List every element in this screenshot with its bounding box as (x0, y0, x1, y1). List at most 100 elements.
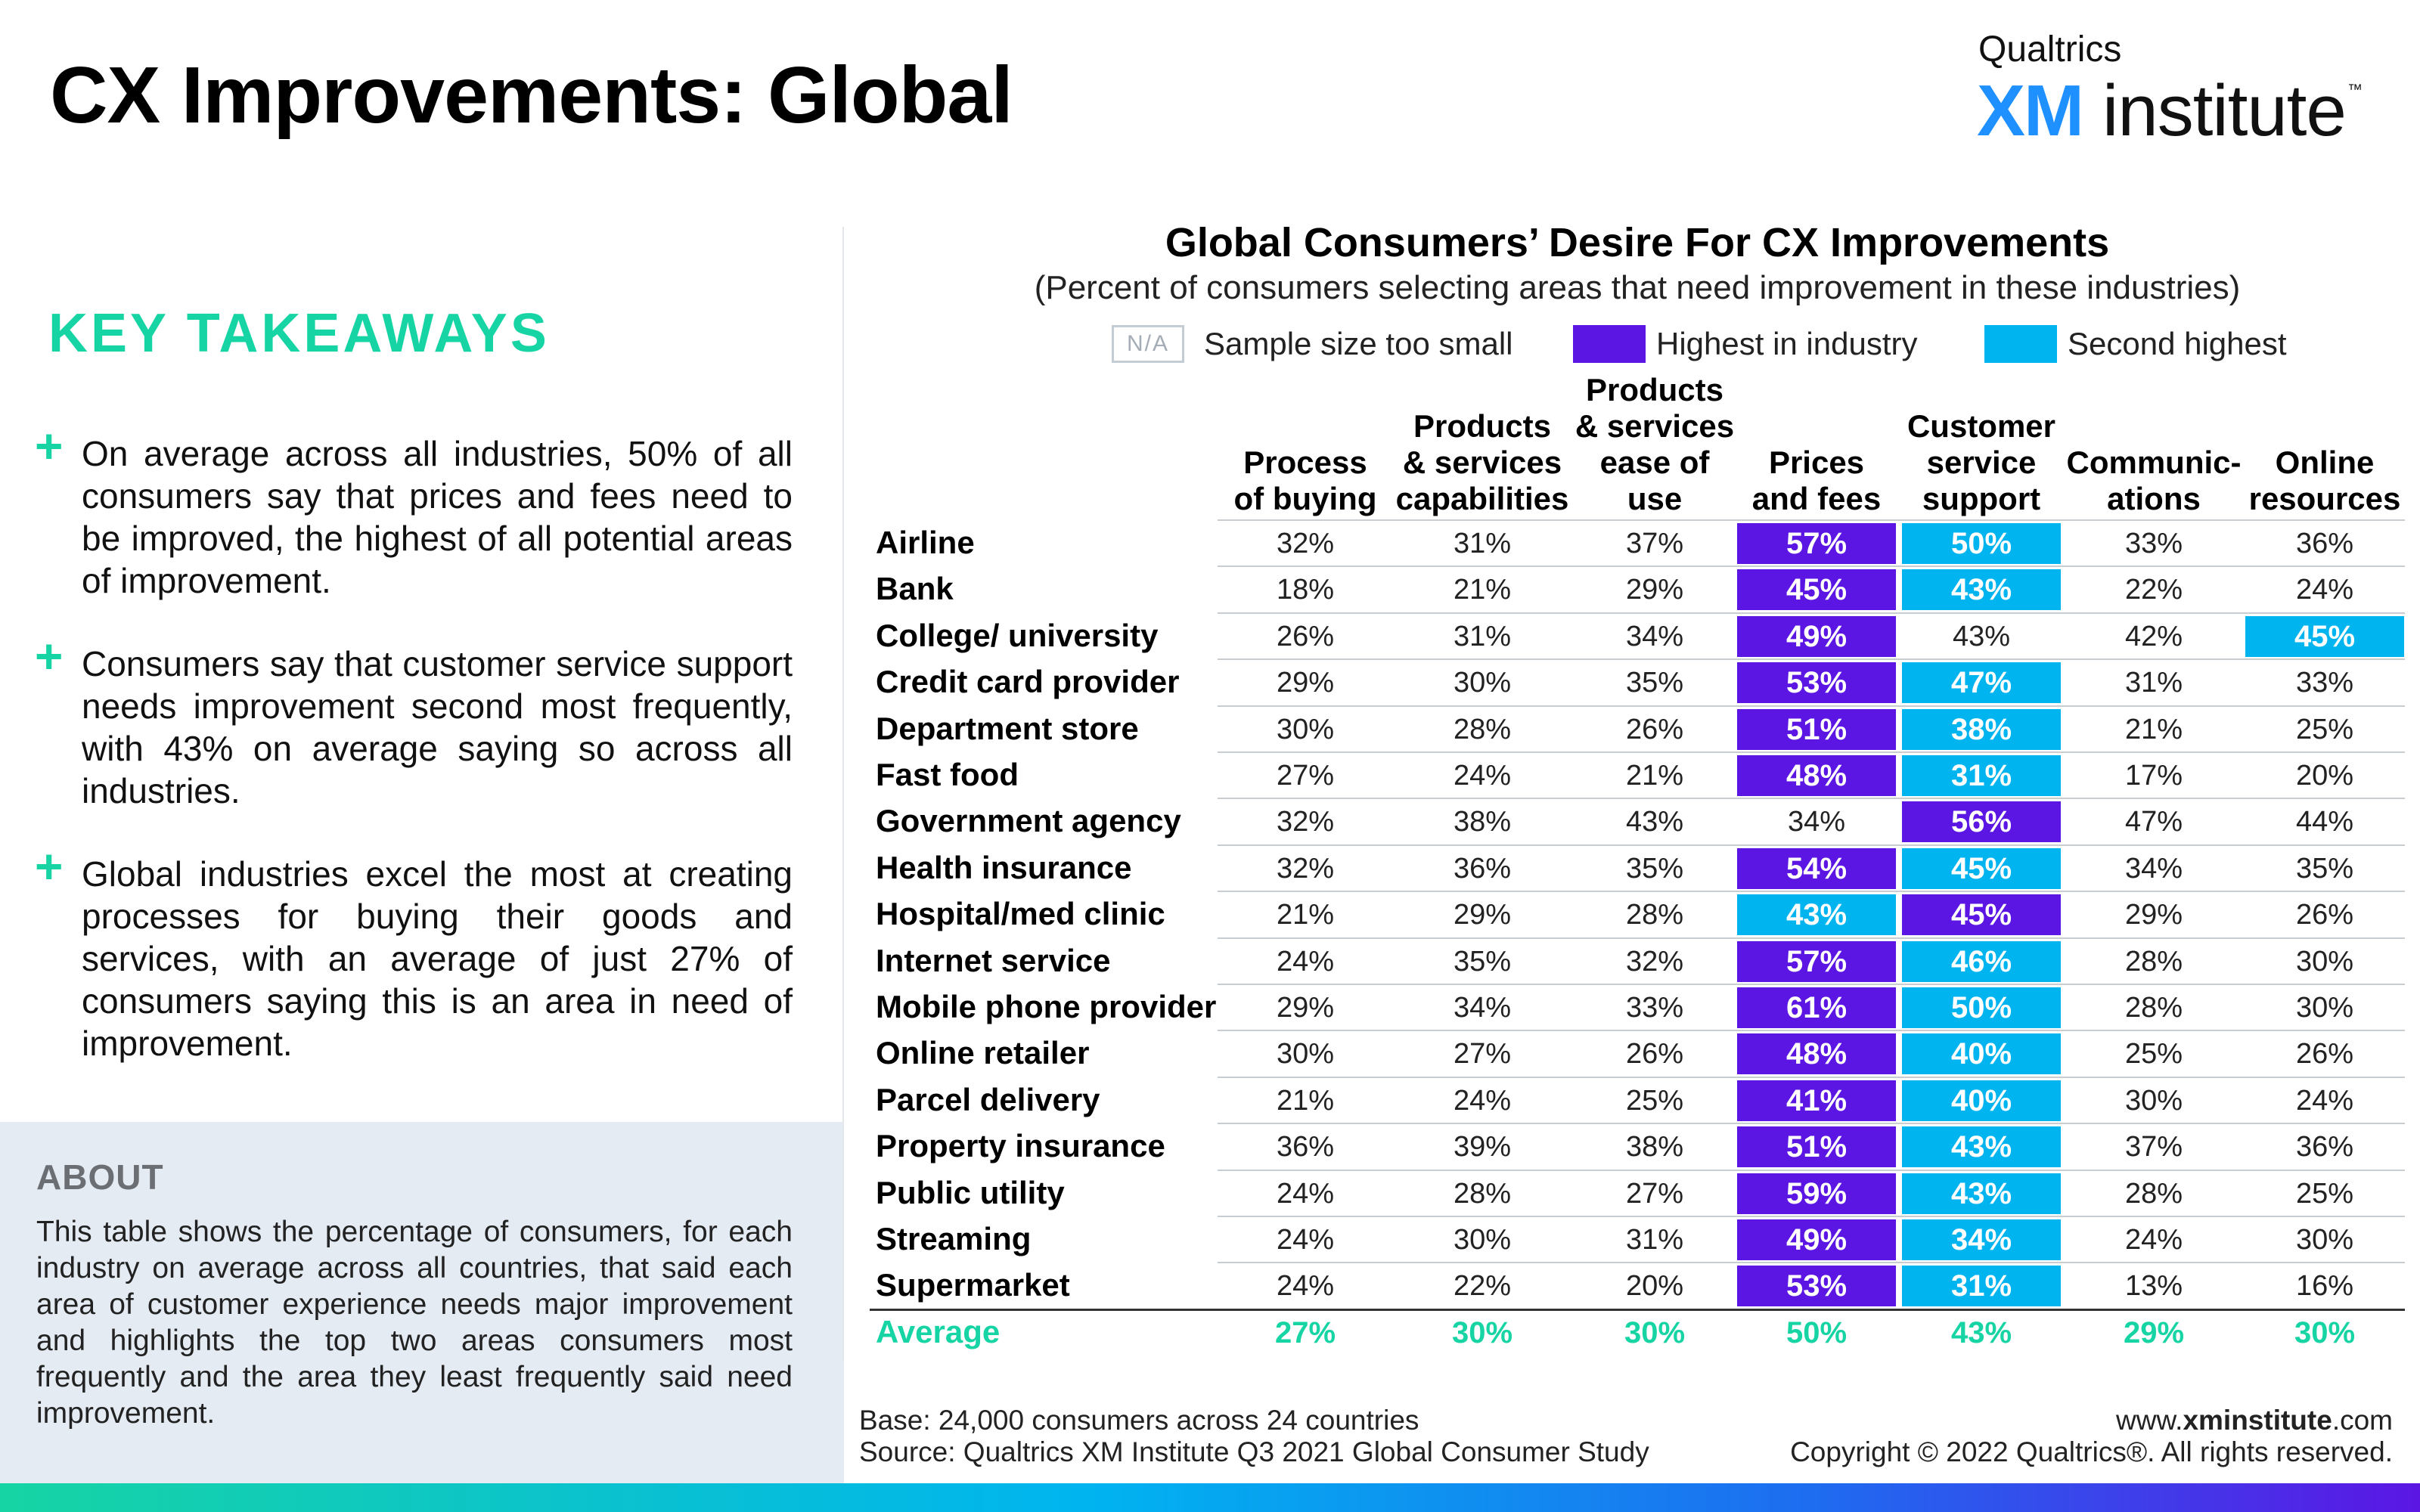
row-divider (1218, 705, 2405, 707)
table-cell: 31% (1453, 620, 1512, 652)
table-cell: 29% (1625, 574, 1684, 606)
column-header-line: ease of (1599, 445, 1710, 480)
table-cell: 30% (1276, 713, 1335, 745)
column-header-line: of buying (1233, 481, 1377, 516)
table-cell: 32% (1625, 945, 1684, 978)
table-cell: 26% (1625, 1038, 1684, 1070)
column-header-line: Process (1243, 445, 1367, 480)
panel-divider (842, 227, 844, 1361)
takeaway-text: Consumers say that customer service supp… (82, 644, 793, 810)
row-label: Parcel delivery (876, 1081, 1100, 1117)
table-cell: 32% (1276, 806, 1335, 838)
table-cell: 43% (1902, 569, 2061, 611)
row-divider (1218, 519, 2405, 521)
column-header-line: support (1922, 481, 2041, 516)
row-divider (1218, 937, 2405, 939)
table-cell: 25% (2124, 1038, 2183, 1070)
row-divider (1218, 984, 2405, 985)
footer-url[interactable]: www.xminstitute.com (2116, 1405, 2393, 1436)
table-cell: 20% (1625, 1270, 1684, 1303)
column-header: Products & services ease of use (1556, 372, 1753, 517)
table-cell: 24% (2124, 1224, 2183, 1256)
table-cell: 28% (1453, 1177, 1512, 1210)
table-cell: 26% (1276, 620, 1335, 652)
table-cell: 32% (1276, 528, 1335, 559)
row-label: Department store (876, 710, 1139, 746)
table-cell: 25% (1625, 1084, 1684, 1117)
row-divider (1218, 1262, 2405, 1264)
takeaway-text: On average across all industries, 50% of… (82, 434, 793, 600)
table-cell: 57% (1737, 523, 1896, 564)
row-divider (1218, 751, 2405, 753)
row-label: Online retailer (876, 1035, 1090, 1071)
table-cell: 39% (1453, 1131, 1512, 1163)
column-header: Online resources (2226, 445, 2420, 517)
bottom-gradient-bar (0, 1483, 2420, 1512)
chart-subtitle: (Percent of consumers selecting areas th… (1034, 269, 2241, 306)
key-takeaways-heading: KEY TAKEAWAYS (48, 303, 550, 364)
row-label: Property insurance (876, 1128, 1165, 1164)
legend-second-swatch (1984, 325, 2057, 363)
logo-qualtrics-text: Qualtrics (1978, 29, 2122, 70)
average-cell: 50% (1786, 1315, 1848, 1349)
table-cell: 56% (1902, 801, 2061, 843)
row-divider (1218, 891, 2405, 893)
column-header: Customer service support (1883, 408, 2080, 517)
table-cell: 38% (1453, 806, 1512, 838)
row-label: Public utility (876, 1174, 1065, 1210)
table-cell: 49% (1737, 1219, 1896, 1260)
column-header-line: service (1926, 445, 2037, 480)
average-cell: 29% (2123, 1315, 2185, 1349)
table-cell: 51% (1737, 708, 1896, 750)
table-cell: 21% (1625, 760, 1684, 792)
legend-highest-swatch (1573, 325, 1646, 363)
table-cell: 45% (1902, 894, 2061, 936)
table-cell: 37% (2124, 1131, 2183, 1163)
table-cell: 34% (1453, 992, 1512, 1024)
table-cell: 61% (1737, 987, 1896, 1028)
takeaway-item: + Consumers say that customer service su… (35, 632, 793, 812)
column-header-line: resources (2248, 481, 2401, 516)
table-cell: 34% (1625, 620, 1684, 652)
row-label: Internet service (876, 942, 1111, 978)
logo-trademark: ™ (2347, 82, 2363, 98)
table-cell: 46% (1902, 940, 2061, 982)
table-cell: 45% (1737, 569, 1896, 611)
row-divider (1218, 798, 2405, 800)
legend-na-swatch: N/A (1112, 325, 1184, 363)
table-cell: 32% (1276, 852, 1335, 885)
table-cell: 28% (2124, 992, 2183, 1024)
table-cell: 30% (2124, 1084, 2183, 1117)
table-cell: 25% (2295, 713, 2354, 745)
takeaway-text: Global industries excel the most at crea… (82, 854, 793, 1063)
table-cell: 43% (1952, 620, 2011, 652)
table-cell: 47% (2124, 806, 2183, 838)
table-cell: 48% (1737, 755, 1896, 796)
table-cell: 24% (1453, 1084, 1512, 1117)
plus-icon: + (35, 839, 64, 894)
table-cell: 30% (1276, 1038, 1335, 1070)
table-cell: 31% (1902, 755, 2061, 796)
table-cell: 37% (1625, 528, 1684, 559)
row-label: Credit card provider (876, 664, 1180, 700)
legend-second-label: Second highest (2068, 326, 2287, 361)
table-cell: 42% (2124, 620, 2183, 652)
table-cell: 25% (2295, 1177, 2354, 1210)
column-header: Communic-ations (2055, 445, 2252, 517)
table-cell: 50% (1902, 987, 2061, 1028)
table-cell: 31% (2124, 667, 2183, 699)
table-cell: 27% (1453, 1038, 1512, 1070)
logo-institute-text: institute (2102, 70, 2347, 151)
table-cell: 33% (2124, 528, 2183, 559)
about-heading: ABOUT (36, 1157, 164, 1197)
table-cell: 45% (1902, 847, 2061, 889)
legend-na-label: Sample size too small (1204, 326, 1513, 361)
average-cell: 30% (1624, 1315, 1686, 1349)
chart-title: Global Consumers’ Desire For CX Improvem… (1165, 220, 2110, 265)
table-cell: 40% (1902, 1033, 2061, 1075)
table-cell: 28% (2124, 945, 2183, 978)
table-cell: 21% (1276, 899, 1335, 931)
table-cell: 26% (1625, 713, 1684, 745)
table-cell: 43% (1737, 894, 1896, 936)
table-cell: 38% (1902, 708, 2061, 750)
